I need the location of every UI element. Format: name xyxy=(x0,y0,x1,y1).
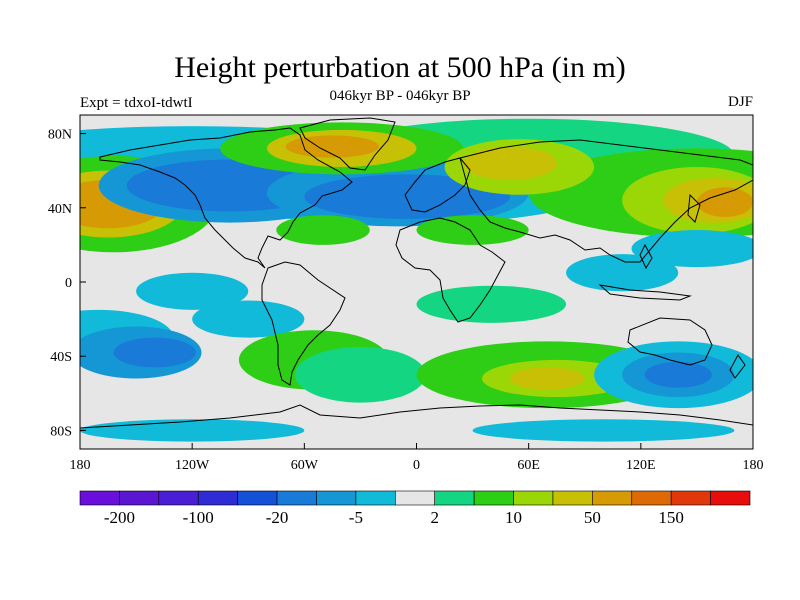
colorbar-swatch xyxy=(276,490,317,506)
colorbar-label: -100 xyxy=(182,508,214,527)
field-region-21 xyxy=(276,215,370,245)
field-region-15 xyxy=(463,146,557,180)
y-tick-label: 0 xyxy=(65,276,72,291)
philippines-coastline xyxy=(639,243,653,270)
colorbar-swatch xyxy=(592,490,633,506)
new-zealand-coastline xyxy=(729,354,746,379)
field-region-20 xyxy=(416,215,529,245)
europe-coastline xyxy=(404,157,471,213)
x-tick-label: 120W xyxy=(175,458,210,473)
x-tick-label: 0 xyxy=(413,458,420,473)
greenland-coastline xyxy=(299,117,396,171)
colorbar-swatch xyxy=(552,490,593,506)
x-tick-label: 180 xyxy=(70,458,91,473)
colorbar-label: -5 xyxy=(348,508,363,527)
field-region-30 xyxy=(509,367,585,390)
map-axes: 180 120W 60W 0 60E 120E 180 80N 40N 0 40S 80S xyxy=(48,128,764,473)
chart-subtitle: 046kyr BP - 046kyr BP xyxy=(329,88,471,104)
coastlines xyxy=(80,117,753,429)
colorbar-swatch xyxy=(158,490,199,506)
colorbar-label: 150 xyxy=(658,508,684,527)
europe-africa-coastline xyxy=(395,217,506,323)
colorbar-swatch xyxy=(434,490,475,506)
colorbar-swatch xyxy=(710,490,751,506)
field-region-36 xyxy=(566,254,679,292)
x-tick-label: 180 xyxy=(743,458,764,473)
experiment-label: Expt = tdxoI-tdwtI xyxy=(80,95,193,111)
colorbar-label: 50 xyxy=(583,508,601,527)
x-tick-label: 60W xyxy=(291,458,319,473)
colorbar-swatch xyxy=(79,490,120,506)
colorbar-swatch xyxy=(237,490,278,506)
south-america-coastline xyxy=(261,261,346,386)
colorbar-swatch xyxy=(670,490,711,506)
north-america-coastline xyxy=(99,127,353,269)
antarctica-coastline xyxy=(80,404,753,429)
field-region-35 xyxy=(136,272,249,310)
season-label: DJF xyxy=(727,94,753,110)
colorbar-swatch xyxy=(355,490,396,506)
y-tick-label: 40N xyxy=(48,202,72,217)
colorbar-label: -200 xyxy=(103,508,135,527)
field-region-38 xyxy=(80,419,305,442)
y-tick-label: 80N xyxy=(48,128,72,143)
x-tick-label: 120E xyxy=(626,458,656,473)
colorbar-label: 10 xyxy=(505,508,523,527)
colorbar xyxy=(79,490,751,506)
colorbar-label: -20 xyxy=(265,508,289,527)
colorbar-swatch xyxy=(394,490,436,506)
colorbar-swatch xyxy=(513,490,554,506)
field-region-33 xyxy=(644,361,712,388)
australia-coastline xyxy=(627,317,713,366)
field-region-10 xyxy=(304,174,510,219)
x-tick-label: 60E xyxy=(517,458,540,473)
field-region-24 xyxy=(113,337,196,368)
colorbar-swatch xyxy=(631,490,672,506)
y-tick-label: 40S xyxy=(50,350,72,365)
field-region-18 xyxy=(696,187,753,218)
japan-coastline xyxy=(687,193,701,223)
y-tick-label: 80S xyxy=(50,424,72,439)
indonesia-coastline xyxy=(598,284,692,301)
chart-title: Height perturbation at 500 hPa (in m) xyxy=(174,51,626,84)
colorbar-label: 2 xyxy=(430,508,439,527)
asia-coastline xyxy=(459,139,753,263)
colorbar-swatch xyxy=(473,490,514,506)
colorbar-swatch xyxy=(197,490,238,506)
field-region-39 xyxy=(472,419,735,442)
colorbar-swatch xyxy=(316,490,357,506)
field-region-19 xyxy=(631,230,753,268)
field-region-25 xyxy=(192,300,305,338)
field-region-27 xyxy=(294,346,426,403)
field-region-34 xyxy=(416,285,567,323)
colorbar-swatch xyxy=(119,490,160,506)
